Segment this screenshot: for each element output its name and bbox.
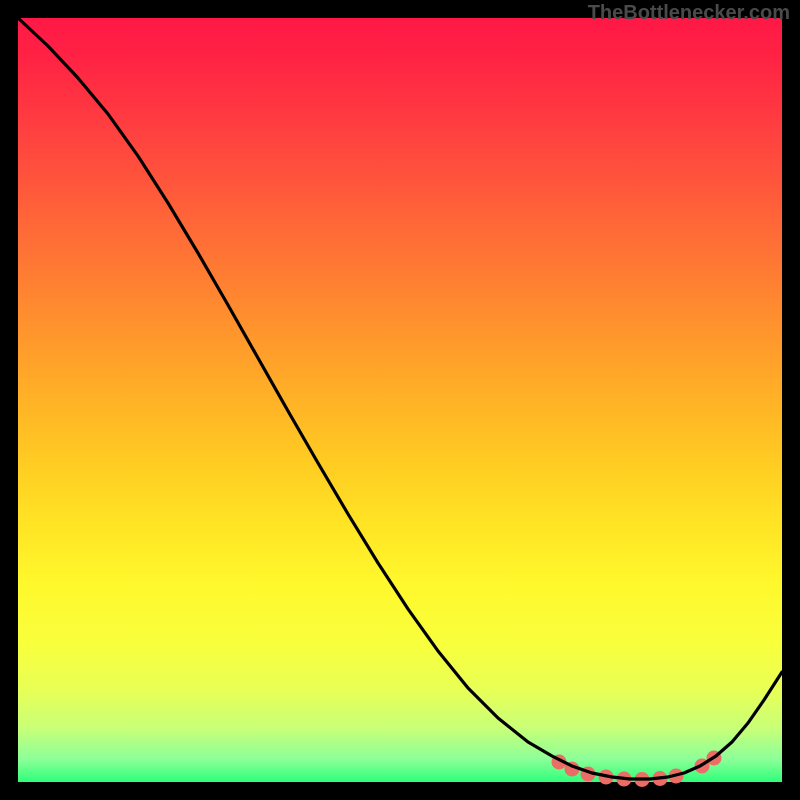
curve-line	[18, 18, 782, 779]
chart-curve-layer	[0, 0, 800, 800]
bottleneck-chart: TheBottlenecker.com	[0, 0, 800, 800]
watermark-label: TheBottlenecker.com	[588, 2, 790, 25]
